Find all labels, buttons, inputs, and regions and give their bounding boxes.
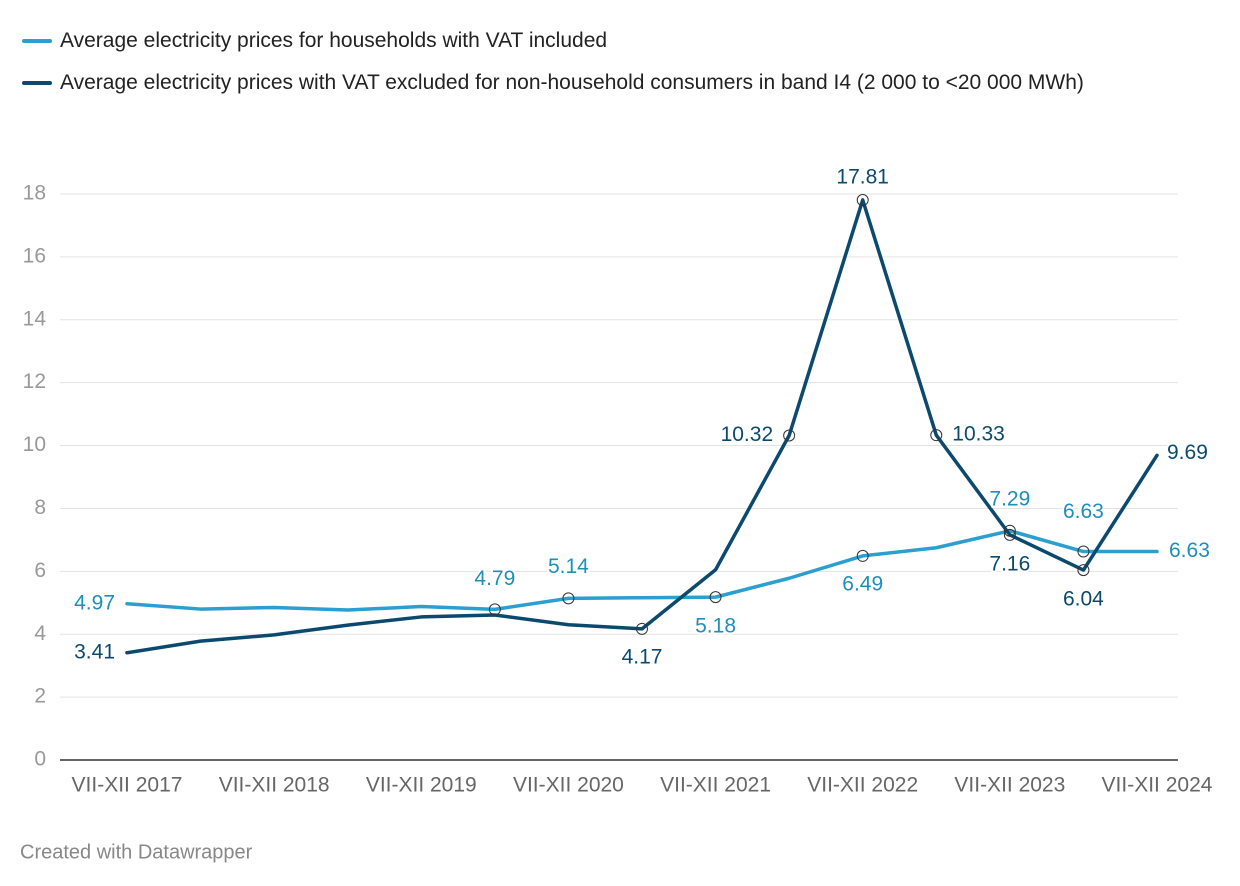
y-tick-label: 8 bbox=[34, 496, 46, 519]
data-label: 6.04 bbox=[1063, 588, 1104, 611]
point-marker bbox=[1003, 528, 1016, 541]
y-tick-label: 14 bbox=[23, 307, 47, 330]
point-marker bbox=[783, 429, 796, 442]
point-marker bbox=[488, 603, 501, 616]
point-marker bbox=[562, 592, 575, 605]
y-tick-label: 4 bbox=[34, 622, 46, 645]
x-tick-label: VII-XII 2023 bbox=[954, 774, 1065, 797]
y-tick-label: 10 bbox=[23, 433, 46, 456]
legend-swatch bbox=[22, 39, 52, 43]
data-label: 17.81 bbox=[836, 166, 889, 189]
point-marker bbox=[930, 429, 943, 442]
y-tick-label: 6 bbox=[34, 559, 46, 582]
point-marker bbox=[1003, 524, 1016, 537]
legend: Average electricity prices for household… bbox=[20, 20, 1180, 104]
legend-item: Average electricity prices for household… bbox=[20, 20, 1180, 62]
data-label: 4.97 bbox=[74, 591, 115, 614]
x-tick-label: VII-XII 2017 bbox=[72, 774, 183, 797]
data-label: 9.69 bbox=[1167, 441, 1208, 464]
x-tick-label: VII-XII 2020 bbox=[513, 774, 624, 797]
data-label: 5.18 bbox=[695, 615, 736, 638]
point-marker bbox=[856, 549, 869, 562]
data-label: 5.14 bbox=[548, 555, 589, 578]
data-label: 4.79 bbox=[474, 567, 515, 590]
legend-swatch bbox=[22, 81, 52, 85]
data-label: 6.49 bbox=[842, 572, 883, 595]
legend-label: Average electricity prices with VAT excl… bbox=[60, 71, 1084, 94]
point-marker bbox=[709, 591, 722, 604]
data-label: 7.16 bbox=[989, 552, 1030, 575]
point-marker bbox=[856, 193, 869, 206]
series-line bbox=[125, 198, 1159, 655]
data-label: 10.33 bbox=[952, 423, 1005, 446]
y-tick-label: 12 bbox=[23, 370, 46, 393]
footer: Created with Datawrapper bbox=[20, 841, 253, 863]
x-tick-label: VII-XII 2018 bbox=[219, 774, 330, 797]
data-label: 7.29 bbox=[989, 487, 1030, 510]
y-tick-label: 0 bbox=[34, 748, 46, 771]
x-tick-label: VII-XII 2021 bbox=[660, 774, 771, 797]
y-tick-label: 18 bbox=[23, 182, 46, 205]
x-tick-label: VII-XII 2019 bbox=[366, 774, 477, 797]
point-marker bbox=[1077, 545, 1090, 558]
data-label: 6.63 bbox=[1169, 539, 1210, 562]
y-tick-label: 2 bbox=[34, 685, 46, 708]
point-marker bbox=[636, 622, 648, 635]
data-label: 3.41 bbox=[74, 640, 115, 663]
data-label: 10.32 bbox=[721, 423, 774, 446]
x-tick-label: VII-XII 2022 bbox=[807, 774, 918, 797]
data-label: 6.63 bbox=[1063, 500, 1104, 523]
legend-item: Average electricity prices with VAT excl… bbox=[20, 62, 1180, 104]
series-line bbox=[125, 529, 1159, 612]
y-tick-label: 16 bbox=[23, 244, 46, 267]
x-tick-label: VII-XII 2024 bbox=[1102, 774, 1213, 797]
legend-label: Average electricity prices for household… bbox=[60, 29, 608, 52]
data-label: 4.17 bbox=[622, 645, 663, 668]
point-marker bbox=[1077, 564, 1090, 577]
